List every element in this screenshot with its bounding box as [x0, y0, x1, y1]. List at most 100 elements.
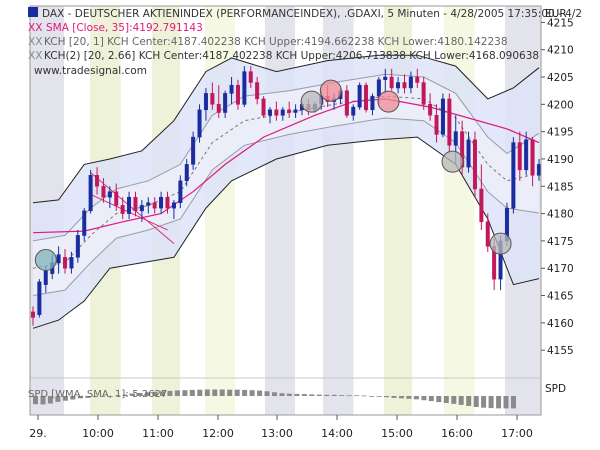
x-tick-label: 12:00 — [202, 427, 234, 440]
spd-bar — [62, 396, 68, 401]
candle — [229, 77, 234, 105]
candle-body — [351, 106, 356, 116]
candle — [389, 68, 394, 91]
candle-body — [447, 98, 452, 146]
spd-bar — [451, 396, 457, 404]
candle-body — [267, 109, 272, 116]
candle-body — [178, 180, 183, 203]
candle — [396, 77, 401, 94]
candle-body — [472, 139, 477, 190]
kch1-marker-icon: XX — [28, 36, 42, 48]
spd-legend: SPD [WMA, SMA, 1]:-5.2627 — [28, 389, 167, 400]
spd-bar — [152, 391, 158, 396]
y-tick-label: 4170 — [547, 263, 574, 275]
y-tick-label: 4195 — [547, 127, 574, 139]
spd-bar — [346, 395, 352, 397]
spd-bar — [376, 396, 382, 397]
spd-bar — [130, 393, 136, 396]
candle-body — [530, 139, 535, 176]
candle — [524, 131, 529, 176]
y-tick-label: 4175 — [547, 236, 574, 248]
candles — [30, 66, 541, 326]
sma-legend: SMA [Close, 35]:4192.791143 — [46, 22, 203, 34]
spd-bar — [391, 396, 397, 398]
spd-bar — [399, 396, 404, 399]
spd-bar — [264, 391, 270, 396]
candle-body — [159, 196, 164, 209]
candle — [511, 137, 516, 214]
candle — [203, 87, 208, 121]
candle — [133, 191, 138, 217]
kch-center-line — [32, 95, 540, 269]
candle — [235, 79, 240, 110]
sma-35-line — [32, 98, 540, 234]
spd-bar — [70, 396, 76, 400]
candle — [101, 178, 106, 203]
spd-bar — [40, 396, 46, 405]
candle — [30, 306, 35, 326]
candle — [287, 101, 292, 118]
candle-body — [255, 82, 260, 100]
spd-bar — [421, 396, 427, 401]
x-tick-label: 14:00 — [321, 427, 353, 440]
candle-body — [171, 202, 176, 209]
candle — [242, 66, 247, 108]
spd-bar — [466, 396, 472, 406]
signal-marker — [441, 150, 464, 173]
spd-bar — [182, 390, 188, 396]
candle — [364, 82, 369, 113]
candle-body — [370, 95, 375, 111]
candle-body — [95, 175, 100, 187]
candle — [165, 191, 170, 214]
y-tick-label: 4215 — [547, 17, 574, 29]
spd-bar — [197, 389, 203, 396]
candle-body — [101, 186, 106, 198]
candle — [479, 164, 484, 230]
candle — [114, 183, 119, 211]
candle-body — [184, 164, 189, 182]
candle — [274, 101, 279, 121]
spd-bar — [234, 389, 240, 396]
candle-body — [415, 76, 420, 83]
candle-body — [30, 311, 35, 318]
signal-marker — [377, 90, 400, 113]
candle — [370, 93, 375, 116]
spd-bar — [189, 389, 195, 396]
candle-body — [344, 90, 349, 116]
y-tick-label: 4205 — [547, 72, 574, 84]
spd-bar — [488, 396, 494, 409]
candle-body — [485, 221, 490, 247]
candle-body — [75, 235, 80, 258]
candle-body — [37, 281, 42, 315]
watermark: www.tradesignal.com — [34, 65, 147, 77]
spd-bar — [55, 396, 61, 402]
candle-body — [364, 84, 369, 111]
candle — [171, 199, 176, 220]
candle-body — [408, 76, 413, 89]
candle — [216, 85, 221, 118]
spd-bar — [503, 396, 509, 409]
candle — [421, 77, 426, 110]
spd-bar — [100, 396, 106, 397]
x-tick-label: 13:00 — [261, 427, 293, 440]
time-band-shade — [265, 6, 295, 415]
spd-bar — [339, 395, 345, 396]
y-tick-label: 4200 — [547, 99, 574, 111]
candle — [139, 199, 144, 222]
candle — [159, 191, 164, 214]
spd-bar — [219, 389, 225, 396]
candle — [223, 90, 228, 118]
spd-bar — [204, 389, 210, 396]
candle-body — [235, 84, 240, 105]
kch2-lower-line — [32, 136, 540, 329]
candle-body — [434, 115, 439, 135]
x-tick-label: 11:00 — [142, 427, 174, 440]
spd-bar — [227, 389, 233, 396]
candle — [255, 77, 260, 105]
candle-body — [242, 71, 247, 105]
spd-bar — [473, 396, 479, 407]
candle — [383, 68, 388, 94]
spd-bar — [115, 395, 121, 397]
candle-body — [197, 109, 202, 138]
signal-marker — [489, 232, 512, 255]
